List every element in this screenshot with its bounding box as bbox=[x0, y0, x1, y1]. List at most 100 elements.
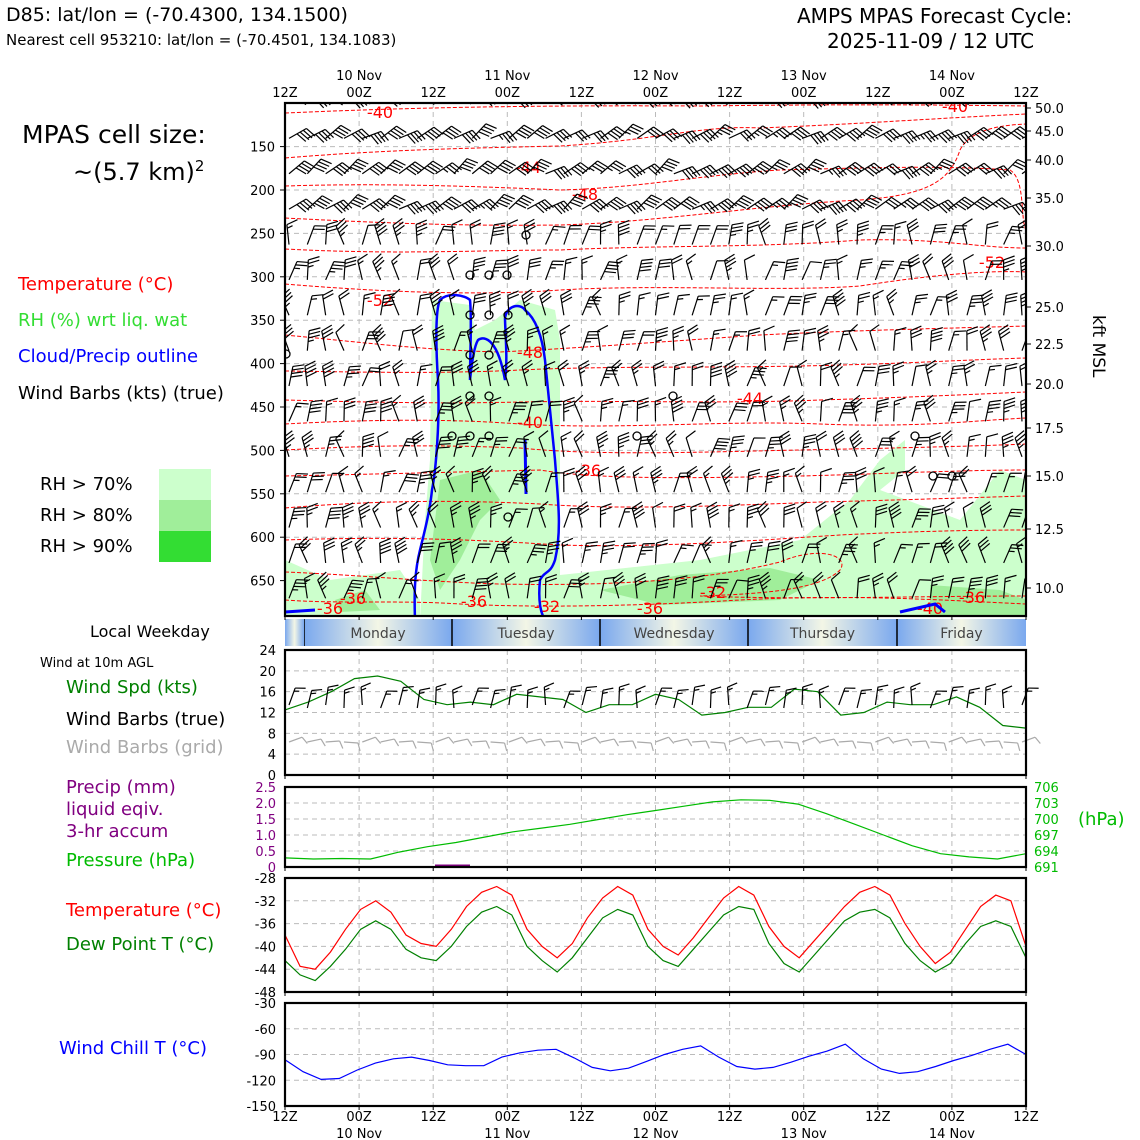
wind-barb-flag bbox=[851, 507, 857, 513]
wind-barb-flag bbox=[474, 256, 486, 261]
wind-barb bbox=[911, 366, 917, 387]
wind-barb-flag bbox=[1010, 511, 1022, 514]
wind-barb-flag bbox=[817, 328, 829, 335]
wind-barb-flag bbox=[489, 396, 502, 402]
wind-barb-flag bbox=[748, 477, 754, 480]
wind-barb-flag bbox=[793, 130, 805, 139]
wind-barb-flag bbox=[780, 405, 787, 410]
wind-barb-flag bbox=[843, 550, 856, 553]
wind-barb-flag bbox=[484, 476, 491, 481]
wind-barb-flag bbox=[364, 292, 376, 296]
bottom-date-label: 13 Nov bbox=[781, 1127, 827, 1140]
wind-barb-flag bbox=[430, 128, 441, 137]
wind-barb-flag bbox=[794, 465, 805, 474]
wind-barb-flag bbox=[645, 199, 658, 206]
wind-barb bbox=[830, 579, 840, 599]
wind-barb-flag bbox=[850, 91, 861, 95]
wind10m-grid-barb-flag bbox=[650, 742, 654, 752]
wind10m-barb-flag bbox=[452, 690, 458, 694]
wind-barb-flag bbox=[794, 196, 806, 203]
wind-barb-flag bbox=[338, 465, 349, 474]
wind10m-grid-barb bbox=[728, 736, 743, 743]
wind-barb-flag bbox=[607, 203, 618, 211]
temperature-contour bbox=[285, 417, 1026, 427]
wind-barb-flag bbox=[818, 338, 825, 343]
precip-circle bbox=[910, 431, 920, 441]
wind-barb-flag bbox=[413, 202, 423, 212]
wind-barb-flag bbox=[668, 440, 674, 446]
wind-barb-flag bbox=[302, 94, 311, 101]
wind-barb-flag bbox=[542, 324, 554, 332]
wind-barb-flag bbox=[685, 430, 696, 439]
wind-barb-flag bbox=[420, 368, 427, 371]
wind-barb-flag bbox=[321, 324, 333, 332]
wind-barb-flag bbox=[891, 196, 902, 205]
wind10m-grid-barb-flag bbox=[467, 738, 473, 747]
wind-barb-flag bbox=[306, 506, 319, 512]
wind-barb-flag bbox=[533, 131, 545, 139]
wind-barb-flag bbox=[758, 504, 768, 513]
wind-barb-flag bbox=[473, 263, 486, 268]
wind-barb-flag bbox=[688, 327, 699, 336]
wind-barb-flag bbox=[492, 229, 505, 233]
wind-barb bbox=[691, 544, 701, 564]
wind-barb-flag bbox=[615, 472, 626, 481]
wind-barb-flag bbox=[524, 302, 530, 307]
wind-barb-flag bbox=[907, 221, 919, 230]
top-time-tick: 12Z bbox=[865, 86, 891, 101]
wind10m-grid-barb-flag bbox=[393, 738, 400, 747]
wind10m-grid-barb bbox=[545, 740, 560, 743]
wind-barb-flag bbox=[503, 324, 514, 332]
wind-barb-flag bbox=[295, 167, 307, 175]
wind-barb-flag bbox=[438, 446, 450, 449]
wind-barb-flag bbox=[472, 480, 479, 484]
wind-barb-flag bbox=[493, 225, 506, 229]
wind-barb-flag bbox=[668, 199, 679, 207]
wind-barb-flag bbox=[651, 469, 662, 477]
wind-barb-flag bbox=[817, 324, 829, 332]
wind-barb-flag bbox=[375, 572, 386, 580]
wind-barb-flag bbox=[420, 549, 433, 552]
kft-tick-label: 25.0 bbox=[1035, 301, 1064, 316]
wind-barb-flag bbox=[657, 575, 670, 580]
wind10m-barb-flag bbox=[635, 690, 642, 694]
wind-barb-flag bbox=[930, 334, 943, 339]
wind10m-barb-flag bbox=[785, 691, 792, 694]
wind-barb-flag bbox=[996, 91, 1007, 96]
wind-barb-flag bbox=[796, 472, 802, 478]
temperature-line bbox=[284, 885, 1027, 970]
wind-barb-flag bbox=[951, 372, 958, 375]
wind-barb-flag bbox=[659, 262, 671, 265]
wind-barb-flag bbox=[315, 163, 327, 170]
wind-barb-flag bbox=[383, 296, 395, 300]
wind-barb-flag bbox=[561, 296, 573, 304]
weekday-segment bbox=[897, 619, 1026, 646]
wind-barb-flag bbox=[419, 481, 425, 484]
wind10m-barb-flag bbox=[952, 685, 964, 689]
temperature-label: Temperature (°C) bbox=[66, 900, 222, 921]
wind-barb-flag bbox=[383, 474, 390, 477]
wind10m-grid-barb bbox=[710, 741, 725, 744]
wind-barb-flag bbox=[678, 293, 690, 297]
kft-tick-label: 50.0 bbox=[1035, 102, 1064, 117]
wind-barb-flag bbox=[843, 329, 856, 332]
wind-barb-flag bbox=[300, 539, 310, 549]
wind-barb-flag bbox=[980, 543, 991, 552]
wind-barb-flag bbox=[559, 130, 570, 140]
wind-barb-flag bbox=[619, 291, 631, 296]
precip-circle bbox=[502, 270, 512, 280]
wind-barb-flag bbox=[545, 574, 557, 579]
wind-barb-flag bbox=[657, 295, 670, 300]
wind-barb-flag bbox=[690, 508, 697, 512]
wind-barb-flag bbox=[726, 267, 733, 272]
temperature-contour bbox=[285, 391, 1026, 404]
wind-barb-flag bbox=[600, 220, 612, 226]
wind-barb-flag bbox=[727, 198, 737, 207]
wind-barb-flag bbox=[703, 203, 713, 214]
wind-barb-flag bbox=[616, 254, 628, 261]
wind-barb-flag bbox=[349, 586, 362, 589]
wind-barb-flag bbox=[538, 430, 549, 439]
wind-barb-flag bbox=[451, 360, 463, 367]
wind-barb-flag bbox=[685, 168, 694, 179]
wind-barb-flag bbox=[654, 163, 664, 173]
